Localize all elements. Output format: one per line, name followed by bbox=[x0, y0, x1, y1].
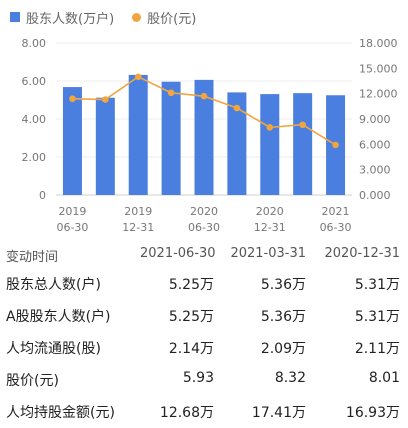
x-tick-label: 2020 bbox=[190, 205, 218, 218]
chart-legend: 股东人数(万户) 股价(元) bbox=[10, 8, 197, 27]
row-value: 5.31万 bbox=[354, 309, 400, 325]
table-row: 股东总人数(户) 5.25万 5.36万 5.31万 bbox=[0, 268, 408, 298]
bar bbox=[62, 87, 82, 195]
y-right-tick-label: 15.000 bbox=[359, 62, 398, 75]
row-value: 2.11万 bbox=[354, 341, 400, 357]
row-label: 人均持股金额(元) bbox=[6, 405, 115, 421]
x-tick-label: 12-31 bbox=[122, 221, 154, 234]
header-col-2: 2021-03-31 bbox=[230, 246, 306, 261]
price-point bbox=[332, 141, 339, 149]
row-value: 17.41万 bbox=[251, 405, 306, 421]
table-row: 股价(元) 5.93 8.32 8.01 bbox=[0, 364, 408, 394]
y-left-tick-label: 2.00 bbox=[22, 151, 47, 164]
y-right-tick-label: 9.000 bbox=[359, 113, 391, 126]
row-label: A股股东人数(户) bbox=[6, 309, 111, 325]
bar bbox=[95, 97, 115, 195]
legend-bar-swatch bbox=[10, 12, 20, 22]
y-right-tick-label: 18.000 bbox=[359, 37, 398, 50]
price-point bbox=[233, 104, 241, 112]
header-col-3: 2020-12-31 bbox=[324, 246, 400, 261]
y-right-tick-label: 6.000 bbox=[359, 138, 391, 151]
x-tick-label: 2021 bbox=[322, 205, 350, 218]
price-point bbox=[167, 89, 175, 97]
row-value: 5.31万 bbox=[354, 277, 400, 293]
legend-bar-label: 股东人数(万户) bbox=[26, 11, 115, 27]
bar bbox=[161, 81, 181, 195]
y-right-tick-label: 12.000 bbox=[359, 88, 398, 101]
header-col-1: 2021-06-30 bbox=[140, 246, 216, 261]
table-row: A股股东人数(户) 5.25万 5.36万 5.31万 bbox=[0, 300, 408, 330]
y-left-tick-label: 6.00 bbox=[22, 75, 47, 88]
y-right-tick-label: 3.000 bbox=[359, 164, 391, 177]
row-value: 8.01 bbox=[368, 370, 400, 386]
row-label: 股东总人数(户) bbox=[6, 277, 101, 293]
x-tick-label: 12-31 bbox=[254, 221, 286, 234]
x-tick-label: 06-30 bbox=[320, 221, 352, 234]
price-point bbox=[266, 124, 274, 131]
x-tick-label: 2020 bbox=[256, 205, 284, 218]
legend-line-swatch bbox=[132, 12, 142, 22]
row-value: 2.14万 bbox=[168, 341, 214, 357]
table-row: 人均流通股(股) 2.14万 2.09万 2.11万 bbox=[0, 332, 408, 362]
price-point bbox=[200, 92, 208, 100]
row-value: 5.25万 bbox=[168, 277, 214, 293]
x-tick-label: 06-30 bbox=[188, 221, 220, 234]
price-point bbox=[102, 96, 109, 103]
row-value: 12.68万 bbox=[159, 405, 214, 421]
price-point bbox=[299, 121, 306, 129]
row-value: 5.93 bbox=[182, 370, 214, 386]
bar bbox=[128, 74, 148, 195]
header-label: 变动时间 bbox=[6, 250, 59, 265]
price-point bbox=[69, 95, 76, 103]
bar bbox=[227, 92, 247, 195]
y-left-tick-label: 8.00 bbox=[22, 37, 47, 50]
y-right-tick-label: 0.000 bbox=[359, 189, 391, 202]
row-value: 5.36万 bbox=[260, 277, 306, 293]
table-header-row: 变动时间 2021-06-30 2021-03-31 2020-12-31 bbox=[0, 240, 408, 270]
row-value: 2.09万 bbox=[260, 341, 306, 357]
row-label: 股价(元) bbox=[6, 373, 59, 389]
bar bbox=[260, 94, 280, 195]
y-left-tick-label: 0 bbox=[39, 189, 46, 202]
table-row: 人均持股金额(元) 12.68万 17.41万 16.93万 bbox=[0, 396, 408, 426]
row-label: 人均流通股(股) bbox=[6, 341, 101, 357]
row-value: 16.93万 bbox=[345, 405, 400, 421]
row-value: 5.25万 bbox=[168, 309, 214, 325]
bar bbox=[194, 79, 214, 195]
x-tick-label: 2019 bbox=[58, 205, 86, 218]
combo-chart: 0 2.00 4.00 6.00 8.00 0.000 3.000 6.000 9.000 12.… bbox=[22, 37, 398, 234]
x-tick-label: 06-30 bbox=[56, 221, 88, 234]
row-value: 5.36万 bbox=[260, 309, 306, 325]
row-value: 8.32 bbox=[274, 370, 306, 386]
legend-line-label: 股价(元) bbox=[147, 11, 197, 27]
bar bbox=[293, 93, 313, 195]
x-tick-label: 2019 bbox=[124, 205, 152, 218]
shareholder-table: 变动时间 2021-06-30 2021-03-31 2020-12-31 股东… bbox=[0, 240, 408, 428]
y-left-tick-label: 4.00 bbox=[22, 113, 47, 126]
price-point bbox=[134, 73, 142, 81]
